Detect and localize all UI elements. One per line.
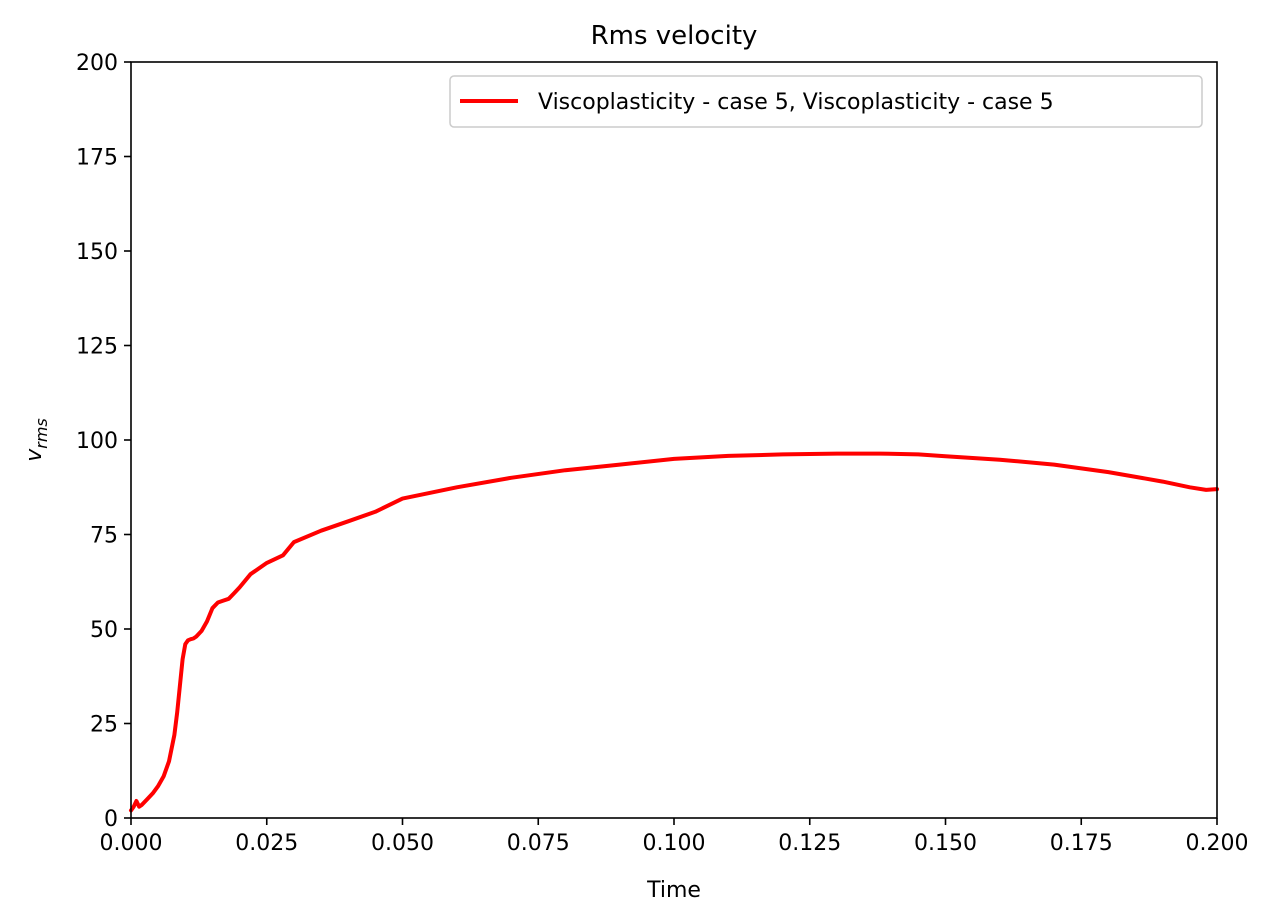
y-tick-label: 0 [104, 807, 118, 832]
x-axis-title: Time [646, 878, 701, 903]
y-tick-label: 50 [90, 618, 118, 643]
x-axis-ticks: 0.000 0.025 0.050 0.075 0.100 0.125 0.150 0.175… [100, 818, 1249, 856]
y-tick-label: 25 [90, 713, 118, 738]
y-tick-label: 200 [76, 51, 118, 76]
legend-box [449, 75, 1203, 128]
x-tick-label: 0.050 [371, 831, 434, 856]
y-tick-label: 150 [76, 240, 118, 265]
y-axis-ticks: 0 25 50 75 100 125 150 175 200 [76, 51, 131, 832]
y-axis-title-main: v [22, 448, 47, 462]
y-axis-title-subscript: rms [32, 418, 51, 449]
legend-entry-label: Viscoplasticity - case 5, Viscoplasticit… [538, 90, 1054, 115]
y-tick-label: 175 [76, 146, 118, 171]
x-tick-label: 0.175 [1050, 831, 1113, 856]
y-tick-label: 125 [76, 335, 118, 360]
x-tick-label: 0.200 [1186, 831, 1249, 856]
x-tick-label: 0.100 [643, 831, 706, 856]
x-tick-label: 0.125 [778, 831, 841, 856]
y-tick-label: 100 [76, 429, 118, 454]
series-line-0 [129, 451, 1219, 813]
legend: Viscoplasticity - case 5, Viscoplasticit… [449, 75, 1203, 128]
y-axis-title: vrms [22, 418, 51, 462]
chart-title: Rms velocity [591, 21, 758, 51]
x-tick-label: 0.000 [100, 831, 163, 856]
x-tick-label: 0.025 [235, 831, 298, 856]
x-tick-label: 0.075 [507, 831, 570, 856]
x-tick-label: 0.150 [914, 831, 977, 856]
y-tick-label: 75 [90, 524, 118, 549]
